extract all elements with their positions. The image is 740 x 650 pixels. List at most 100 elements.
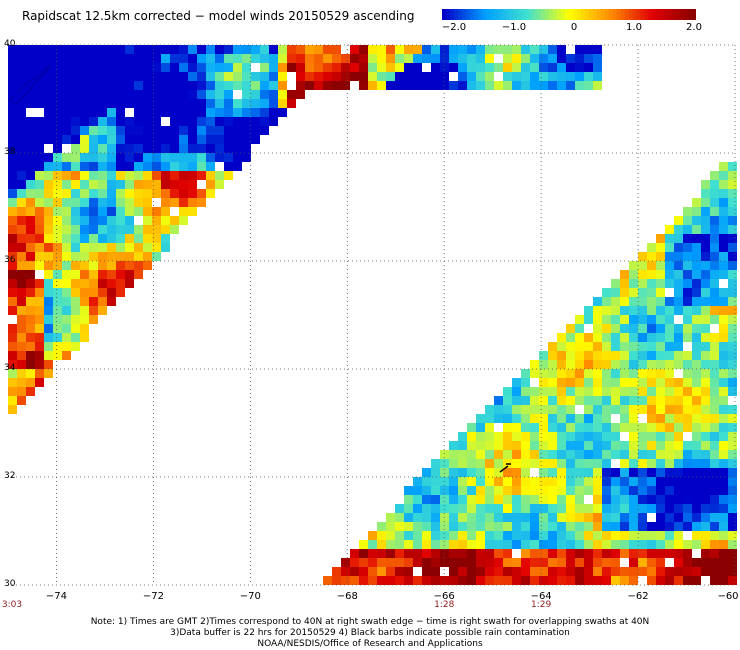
wind-cell xyxy=(476,540,485,549)
wind-cell xyxy=(107,234,116,243)
wind-cell xyxy=(251,45,260,54)
wind-cell xyxy=(629,549,638,558)
wind-cell xyxy=(386,63,395,72)
wind-cell xyxy=(98,135,107,144)
wind-cell xyxy=(116,243,125,252)
wind-cell xyxy=(44,117,53,126)
wind-cell xyxy=(692,468,701,477)
wind-cell xyxy=(224,99,233,108)
wind-cell xyxy=(206,162,215,171)
wind-cell xyxy=(404,522,413,531)
wind-cell xyxy=(521,558,530,567)
wind-cell xyxy=(701,405,710,414)
wind-cell xyxy=(593,423,602,432)
colorbar-segment xyxy=(493,9,499,20)
wind-cell xyxy=(8,333,17,342)
wind-cell xyxy=(395,522,404,531)
wind-cell xyxy=(575,432,584,441)
wind-cell xyxy=(692,252,701,261)
wind-cell xyxy=(575,504,584,513)
wind-cell xyxy=(152,54,161,63)
wind-cell xyxy=(134,135,143,144)
wind-cell xyxy=(116,72,125,81)
wind-cell xyxy=(683,459,692,468)
wind-cell xyxy=(44,234,53,243)
wind-cell xyxy=(728,261,737,270)
wind-cell xyxy=(62,342,71,351)
wind-cell xyxy=(719,495,728,504)
wind-cell xyxy=(17,162,26,171)
wind-cell xyxy=(224,72,233,81)
wind-cell xyxy=(638,441,647,450)
wind-cell xyxy=(188,117,197,126)
colorbar-segment xyxy=(664,9,669,20)
wind-cell xyxy=(602,486,611,495)
wind-cell xyxy=(395,504,404,513)
wind-cell xyxy=(125,198,134,207)
wind-cell xyxy=(305,72,314,81)
wind-cell xyxy=(692,486,701,495)
wind-cell xyxy=(575,81,584,90)
wind-cell xyxy=(728,486,737,495)
wind-cell xyxy=(107,171,116,180)
wind-cell xyxy=(116,63,125,72)
wind-cell xyxy=(539,477,548,486)
wind-cell xyxy=(278,72,287,81)
wind-cell xyxy=(719,441,728,450)
wind-cell xyxy=(611,549,620,558)
wind-cell xyxy=(674,387,683,396)
wind-cell xyxy=(638,504,647,513)
wind-cell xyxy=(539,414,548,423)
wind-cell xyxy=(674,459,683,468)
wind-cell xyxy=(395,558,404,567)
colorbar-segment xyxy=(628,9,634,20)
wind-cell xyxy=(332,567,341,576)
wind-cell xyxy=(251,54,260,63)
wind-cell xyxy=(728,333,737,342)
wind-cell xyxy=(656,360,665,369)
wind-cell xyxy=(143,135,152,144)
colorbar-segment xyxy=(608,9,614,20)
wind-cell xyxy=(215,72,224,81)
wind-cell xyxy=(125,72,134,81)
wind-cell xyxy=(611,540,620,549)
wind-cell xyxy=(602,405,611,414)
wind-cell xyxy=(107,162,116,171)
wind-cell xyxy=(575,396,584,405)
wind-cell xyxy=(449,459,458,468)
wind-cell xyxy=(719,468,728,477)
wind-cell xyxy=(71,153,80,162)
wind-cell xyxy=(233,144,242,153)
wind-cell xyxy=(692,558,701,567)
wind-cell xyxy=(458,477,467,486)
wind-cell xyxy=(512,450,521,459)
wind-cell xyxy=(377,522,386,531)
wind-cell xyxy=(152,171,161,180)
wind-cell xyxy=(503,450,512,459)
wind-cell xyxy=(8,225,17,234)
wind-cell xyxy=(593,306,602,315)
wind-cell xyxy=(134,234,143,243)
wind-cell xyxy=(224,162,233,171)
wind-cell xyxy=(431,486,440,495)
wind-cell xyxy=(233,45,242,54)
wind-cell xyxy=(557,54,566,63)
wind-cell xyxy=(224,117,233,126)
wind-cell xyxy=(89,81,98,90)
wind-cell xyxy=(629,495,638,504)
wind-cell xyxy=(710,387,719,396)
wind-cell xyxy=(611,432,620,441)
wind-cell xyxy=(260,99,269,108)
wind-cell xyxy=(62,288,71,297)
wind-cell xyxy=(647,333,656,342)
wind-cell xyxy=(512,486,521,495)
wind-cell xyxy=(674,468,683,477)
wind-cell xyxy=(116,144,125,153)
wind-cell xyxy=(701,504,710,513)
wind-cell xyxy=(701,495,710,504)
wind-cell xyxy=(575,441,584,450)
wind-cell xyxy=(719,351,728,360)
wind-cell xyxy=(422,495,431,504)
wind-cell xyxy=(161,189,170,198)
wind-cell xyxy=(467,513,476,522)
